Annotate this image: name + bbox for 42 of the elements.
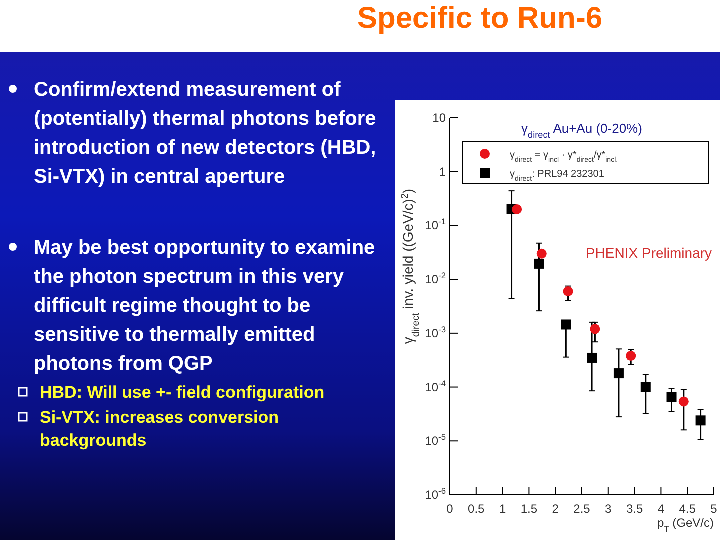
point <box>512 204 522 214</box>
point <box>640 382 651 392</box>
y-tick-label: 1 <box>439 164 446 179</box>
point <box>534 258 544 269</box>
text: HBD: Will use +- field configuration <box>40 382 326 404</box>
point <box>590 324 600 334</box>
legend-label: γ$_{direct}$ = γ$_{incl}$ · γ*$_{direct}$/γ*$_{incl.}$ <box>510 150 618 164</box>
y-tick-label: 10$^{-2}$ <box>425 270 446 287</box>
x-tick-label: 1 <box>499 502 506 516</box>
y-tick-label: 10$^{-1}$ <box>425 216 446 233</box>
y-tick-label: 10$^{-4}$ <box>425 378 446 394</box>
text: Confirm/extend measurement of (potentially) thermal photons before introduction of new detectors (HBD, Si-VTX) in central aperture <box>34 78 378 190</box>
x-tick-label: 0 <box>446 502 454 516</box>
chart-title: Specific to Run-6 <box>356 2 604 36</box>
y-tick-label: 10$^{-5}$ <box>425 432 446 448</box>
x-tick-label: 4 <box>658 502 665 516</box>
point <box>587 352 598 363</box>
point <box>678 396 689 407</box>
x-axis-title: p$_{T}$ (GeV/c) <box>658 516 714 534</box>
x-tick-label: 1.5 <box>520 502 538 516</box>
x-tick-label: 3.5 <box>626 502 644 516</box>
legend-title: γ$_{direct}$ Au+Au (0-20%) <box>522 121 642 140</box>
point <box>626 351 636 362</box>
point <box>614 368 624 379</box>
y-tick-label: 10 <box>432 111 446 125</box>
x-tick-label: 0.5 <box>468 502 486 516</box>
point <box>563 286 574 297</box>
y-tick-label: 10$^{-6}$ <box>425 486 446 502</box>
legend-label: γ$_{direct}$: PRL94 232301 <box>510 169 605 182</box>
point <box>666 392 677 402</box>
point <box>536 248 547 259</box>
y-tick-label: 10$^{-3}$ <box>425 324 446 340</box>
annotation: PHENIX Preliminary <box>586 245 712 262</box>
point <box>696 416 706 426</box>
x-tick-label: 3 <box>605 502 612 516</box>
point <box>561 320 572 330</box>
x-tick-label: 4.5 <box>679 502 696 516</box>
x-tick-label: 2 <box>552 502 560 516</box>
text: May be best opportunity to examine the photon spectrum in this very difficult regime thought to be sensitive to thermally emitted photons from QGP <box>34 236 376 377</box>
x-tick-label: 2.5 <box>574 502 591 516</box>
x-tick-label: 5 <box>710 502 718 516</box>
text: Si-VTX: increases conversion backgrounds <box>40 407 280 452</box>
